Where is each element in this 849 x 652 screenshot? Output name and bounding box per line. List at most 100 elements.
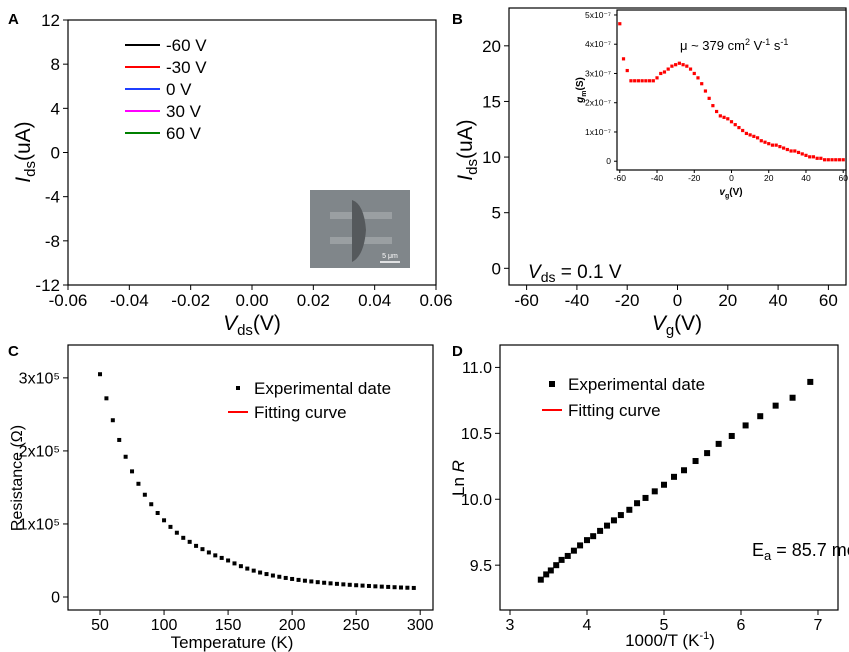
data-point [662,70,667,74]
y-tick-label: 5x10⁻⁷ [585,10,611,20]
x-tick-label: 150 [215,617,242,634]
data-point [729,120,734,124]
data-point [194,543,199,548]
x-tick-label: 300 [407,617,434,634]
data-point [270,573,275,578]
data-point [366,583,371,588]
y-tick-label: 2x10⁵ [19,444,60,461]
y-tick-label: -4 [45,188,60,207]
data-point [703,89,708,93]
y-tick-label: 5 [492,204,501,223]
data-point [666,67,670,71]
plot-frame [67,19,437,286]
data-point [815,156,819,160]
x-tick-label: -0.02 [171,291,210,310]
data-point [411,585,416,590]
data-point [752,134,756,138]
label-part: g [575,97,586,104]
legend-label: Fitting curve [568,401,661,420]
annotation: Ea = 85.7 meV [752,540,849,563]
plot-frame [499,344,839,611]
data-point [136,481,141,486]
data-point [123,454,128,459]
panel-label: C [8,343,19,360]
data-point [251,568,256,573]
data-point [757,413,764,420]
y-tick-label: 11.0 [462,360,492,377]
y-tick-label: 10.5 [461,426,492,443]
data-point [553,562,560,569]
plot-frame [616,9,847,171]
sem-flake [352,200,366,262]
label-part: (V) [674,312,702,335]
x-tick-label: 7 [814,617,823,634]
data-point [674,63,678,67]
data-point [789,394,796,401]
data-point [644,79,648,83]
legend-label: Experimental date [254,379,391,398]
data-point [570,547,577,554]
plot-frame [67,344,434,611]
data-point [547,567,554,574]
panel-label: D [452,343,463,360]
y-tick-label: 20 [482,37,501,56]
data-point [696,76,700,80]
label-part: v [719,187,726,198]
data-point [577,542,584,549]
data-point [715,109,719,114]
y-tick-label: 0 [492,259,501,278]
data-point [302,578,307,583]
data-point [610,517,617,524]
x-tick-label: 60 [819,291,838,310]
data-point [618,22,622,26]
label-part: (S) [575,77,586,90]
x-tick-label: 0.00 [235,291,268,310]
panel-label: A [8,11,19,28]
data-point [584,537,591,544]
data-point [742,422,749,429]
data-point [187,539,192,544]
data-point [604,522,611,529]
inset: -60 -40 -20 0 20 40 60 0 1x10⁻⁷ 2x10⁻⁷ 3x10⁻⁷ 4x10⁻… [585,9,848,183]
label-part: g [725,193,729,200]
legend-label: 30 V [166,102,202,121]
data-point [558,556,565,563]
legend-label: -60 V [166,36,207,55]
y-tick-label: 10 [482,148,501,167]
data-point [640,79,644,83]
scale-bar-label: 5 μm [382,253,398,260]
data-point [341,582,346,587]
label-part: V [223,312,239,335]
data-point [405,585,410,590]
panel-label: B [452,11,463,28]
x-tick-label: 3 [506,617,515,634]
data-point [110,418,115,423]
data-point [770,143,775,147]
x-tick-label: -60 [514,291,539,310]
data-point [398,585,403,590]
data-point [264,572,269,577]
data-point [774,143,778,147]
sem-image: 5 μm [310,190,410,268]
data-point [200,547,205,552]
label-part: -1 [699,630,709,642]
data-point [647,79,652,83]
label-part: g [666,322,674,339]
data-point [785,147,789,152]
data-point [834,158,838,162]
data-point [655,76,659,80]
data-point [811,155,816,159]
data-point [537,576,544,583]
data-point [155,510,160,515]
label-part: R [449,460,468,472]
data-point [767,142,771,146]
data-point [677,61,681,65]
x-axis-label: Vds(V) [223,312,281,339]
label-part: V [750,38,763,53]
y-tick-label: 4x10⁻⁷ [585,39,611,49]
label-part: = 0.1 V [555,262,621,283]
x-tick-label: 0 [673,291,682,310]
x-tick-label: -20 [688,173,701,183]
data-point [704,450,711,457]
